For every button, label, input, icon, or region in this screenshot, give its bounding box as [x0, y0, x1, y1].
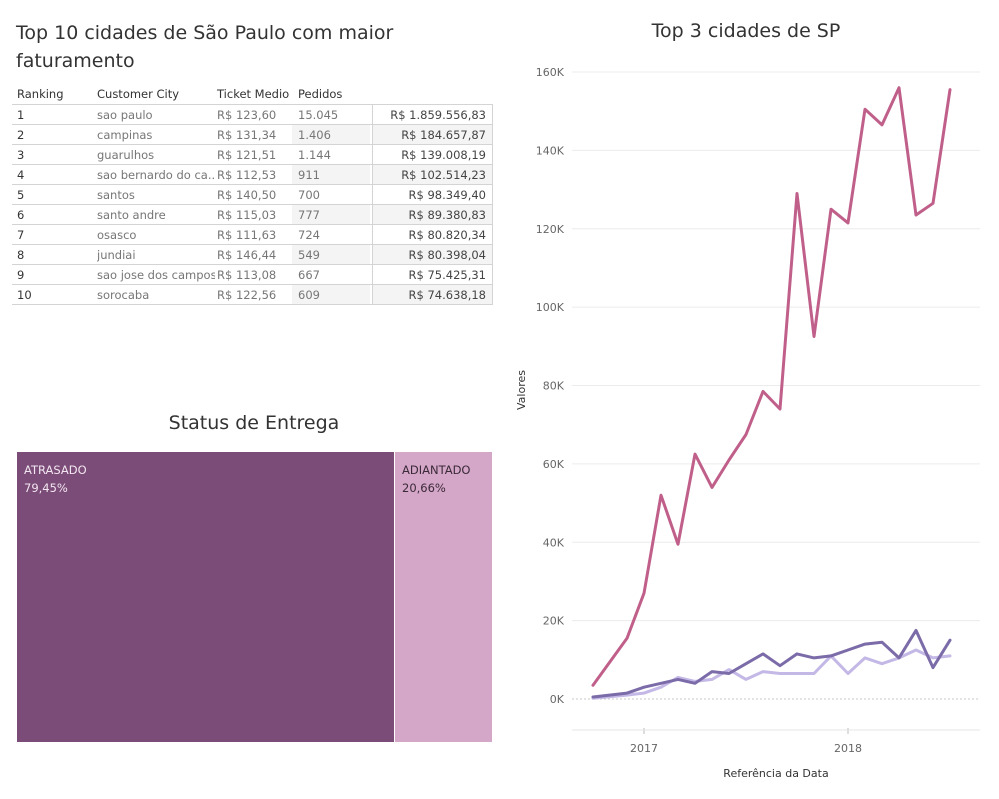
treemap-adiantado-label: ADIANTADO 20,66% [402, 461, 471, 497]
line-chart: 0K 20K 40K 60K 80K 100K 120K 140K 160K 2017 2018 Re… [515, 66, 980, 780]
header-city: Customer City [97, 87, 180, 101]
y-tick-label: 60K [543, 458, 565, 471]
cell-ticket: R$ 123,60 [217, 108, 277, 122]
table-row: 6 santo andre R$ 115,03 777 R$ 89.380,83 [12, 205, 493, 225]
series-line [591, 86, 952, 687]
cell-valor: R$ 80.398,04 [372, 245, 493, 264]
adiantado-percent: 20,66% [402, 481, 446, 495]
cell-ticket: R$ 111,63 [217, 228, 277, 242]
table-header: Ranking Customer City Ticket Medio Pedid… [12, 86, 493, 104]
x-axis-label: Referência da Data [723, 767, 828, 780]
table-row: 9 sao jose dos campos R$ 113,08 667 R$ 7… [12, 265, 493, 285]
status-title: Status de Entrega [168, 412, 340, 434]
table-row: 3 guarulhos R$ 121,51 1.144 R$ 139.008,1… [12, 145, 493, 165]
treemap-atrasado[interactable]: ATRASADO 79,45% [17, 452, 394, 742]
series-line [591, 648, 952, 700]
cell-ticket: R$ 122,56 [217, 288, 277, 302]
cell-ranking: 8 [17, 248, 25, 262]
cell-pedidos: 609 [292, 285, 370, 304]
cell-city: santo andre [97, 208, 166, 222]
cell-valor: R$ 102.514,23 [372, 165, 493, 184]
cell-ranking: 4 [17, 168, 25, 182]
header-ranking: Ranking [17, 87, 64, 101]
x-tick-label: 2018 [834, 742, 862, 755]
table-body: 1 sao paulo R$ 123,60 15.045 R$ 1.859.55… [12, 104, 493, 305]
cell-valor: R$ 139.008,19 [372, 145, 493, 164]
cell-pedidos: 777 [292, 205, 370, 224]
y-tick-label: 20K [543, 615, 565, 628]
cell-city: osasco [97, 228, 137, 242]
cell-ticket: R$ 131,34 [217, 128, 277, 142]
cell-city: sao bernardo do ca.. [97, 168, 215, 182]
cell-pedidos: 667 [298, 268, 320, 282]
cell-valor: R$ 1.859.556,83 [372, 105, 493, 124]
x-tick-label: 2017 [630, 742, 658, 755]
treemap-adiantado[interactable]: ADIANTADO 20,66% [395, 452, 492, 742]
cell-ticket: R$ 112,53 [217, 168, 277, 182]
adiantado-label: ADIANTADO [402, 463, 471, 477]
cell-city: sao jose dos campos [97, 268, 215, 282]
cell-pedidos: 700 [298, 188, 320, 202]
cell-city: sorocaba [97, 288, 150, 302]
cell-ticket: R$ 140,50 [217, 188, 277, 202]
cell-pedidos: 724 [298, 228, 320, 242]
cell-ranking: 9 [17, 268, 25, 282]
table-row: 8 jundiai R$ 146,44 549 R$ 80.398,04 [12, 245, 493, 265]
cell-ticket: R$ 115,03 [217, 208, 277, 222]
table-title: Top 10 cidades de São Paulo com maior fa… [16, 22, 394, 72]
atrasado-label: ATRASADO [24, 463, 87, 477]
table-row: 7 osasco R$ 111,63 724 R$ 80.820,34 [12, 225, 493, 245]
cell-city: campinas [97, 128, 153, 142]
cell-valor: R$ 98.349,40 [372, 185, 493, 204]
cell-valor: R$ 80.820,34 [372, 225, 493, 244]
cell-pedidos: 15.045 [298, 108, 339, 122]
header-pedidos: Pedidos [298, 87, 343, 101]
table-row: 5 santos R$ 140,50 700 R$ 98.349,40 [12, 185, 493, 205]
table-row: 10 sorocaba R$ 122,56 609 R$ 74.638,18 [12, 285, 493, 305]
cell-city: jundiai [97, 248, 136, 262]
cell-city: sao paulo [97, 108, 153, 122]
cell-city: guarulhos [97, 148, 155, 162]
atrasado-percent: 79,45% [24, 481, 68, 495]
cell-city: santos [97, 188, 135, 202]
cell-ranking: 5 [17, 188, 25, 202]
y-tick-label: 40K [543, 536, 565, 549]
y-tick-label: 80K [543, 380, 565, 393]
y-tick-label: 120K [536, 223, 565, 236]
cell-valor: R$ 75.425,31 [372, 265, 493, 284]
y-tick-label: 140K [536, 144, 565, 157]
y-tick-label: 100K [536, 301, 565, 314]
y-tick-label: 0K [550, 693, 565, 706]
cell-ticket: R$ 121,51 [217, 148, 277, 162]
cell-ranking: 2 [17, 128, 25, 142]
series-line [591, 628, 952, 699]
cell-pedidos: 549 [292, 245, 370, 264]
table-row: 4 sao bernardo do ca.. R$ 112,53 911 R$ … [12, 165, 493, 185]
cell-ranking: 3 [17, 148, 25, 162]
cell-ranking: 1 [17, 108, 25, 122]
y-tick-label: 160K [536, 66, 565, 79]
cell-ticket: R$ 113,08 [217, 268, 277, 282]
cell-ranking: 7 [17, 228, 25, 242]
cell-ticket: R$ 146,44 [217, 248, 277, 262]
top-cities-table: Ranking Customer City Ticket Medio Pedid… [12, 86, 493, 305]
table-row: 1 sao paulo R$ 123,60 15.045 R$ 1.859.55… [12, 105, 493, 125]
table-row: 2 campinas R$ 131,34 1.406 R$ 184.657,87 [12, 125, 493, 145]
cell-ranking: 10 [17, 288, 32, 302]
line-chart-title: Top 3 cidades de SP [651, 20, 841, 42]
cell-pedidos: 1.406 [292, 125, 370, 144]
y-axis-label: Valores [515, 370, 528, 410]
cell-valor: R$ 184.657,87 [372, 125, 493, 144]
cell-valor: R$ 89.380,83 [372, 205, 493, 224]
treemap-atrasado-label: ATRASADO 79,45% [24, 461, 87, 497]
header-ticket: Ticket Medio [217, 87, 290, 101]
cell-ranking: 6 [17, 208, 25, 222]
cell-valor: R$ 74.638,18 [372, 285, 493, 304]
cell-pedidos: 911 [292, 165, 370, 184]
cell-pedidos: 1.144 [298, 148, 331, 162]
